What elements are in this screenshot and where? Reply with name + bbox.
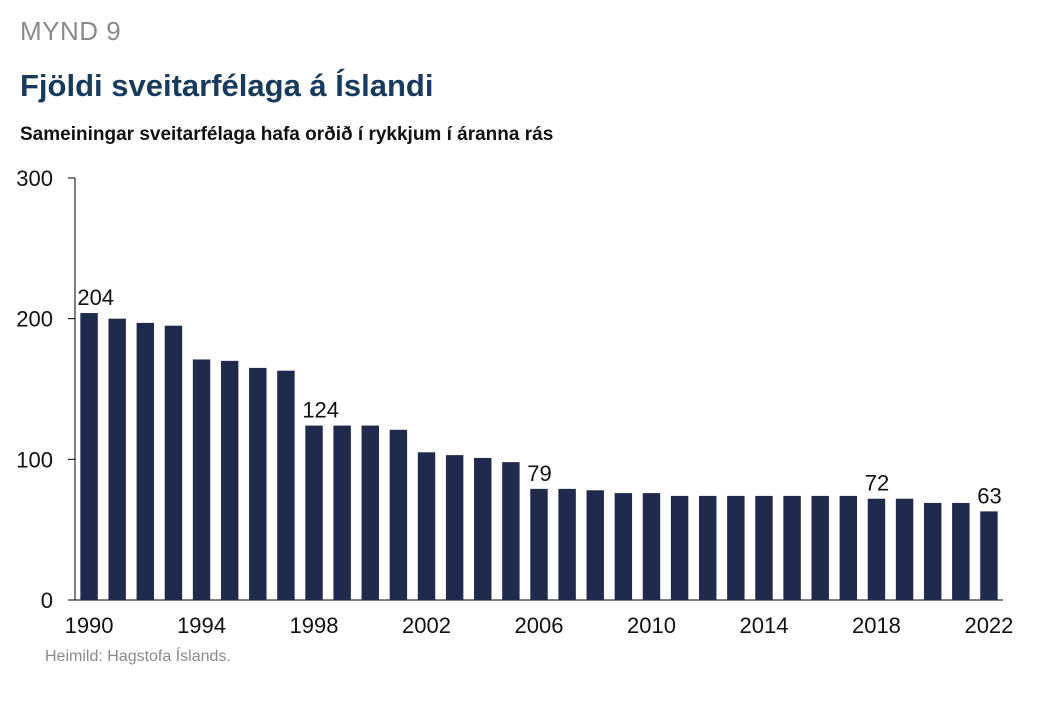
x-tick-label-2006: 2006 [515,613,564,638]
data-label-1998: 124 [302,398,339,423]
y-tick-label: 300 [16,166,53,191]
data-label-1990: 204 [77,285,114,310]
bar-2007 [558,488,576,600]
bar-2000 [361,425,379,600]
x-tick-label-1998: 1998 [290,613,339,638]
bar-2008 [586,490,604,600]
bar-2011 [670,495,689,600]
chart-title: Fjöldi sveitarfélaga á Íslandi [20,68,434,103]
x-axis: 1990 1994 1998 2002 2006 2010 2014 2018 2022 [65,599,1013,638]
bar-1991 [108,318,126,600]
bar-2015 [783,495,801,600]
bar-2016 [811,495,829,600]
y-tick-label: 200 [16,307,53,332]
bar-2020 [923,502,942,600]
x-tick-label-2010: 2010 [627,613,676,638]
bar-2006 [530,488,548,600]
bar-1997 [277,370,295,600]
x-tick-label-2018: 2018 [852,613,901,638]
bar-2003 [445,455,464,600]
y-tick-label: 0 [41,588,53,613]
bar-2022 [980,511,998,600]
bar-2019 [895,498,914,600]
bar-2005 [502,462,520,600]
figure-label: MYND 9 [20,16,122,46]
bar-2012 [699,495,717,600]
bar-2009 [614,493,633,600]
bars [80,313,998,600]
bar-2021 [952,502,970,600]
data-label-2018: 72 [865,471,889,496]
bar-2017 [839,495,858,600]
bar-2010 [642,493,661,600]
bar-1995 [220,360,239,600]
bar-2004 [474,457,492,600]
x-tick-label-2014: 2014 [739,613,788,638]
bar-1992 [136,322,155,600]
x-tick-label-2002: 2002 [402,613,451,638]
bar-1996 [249,367,267,600]
y-tick-label: 100 [16,447,53,472]
data-label-2022: 63 [977,483,1001,508]
bar-2014 [755,495,773,600]
bar-2013 [727,495,745,600]
source-note: Heimild: Hagstofa Íslands. [45,648,231,665]
bar-1998 [305,425,323,600]
bar-1993 [164,325,183,600]
chart-subtitle: Sameiningar sveitarfélaga hafa orðið í r… [20,124,554,145]
bar-2018 [867,498,886,600]
bar-1999 [333,425,351,600]
x-tick-label-1994: 1994 [177,613,226,638]
data-label-2006: 79 [527,461,551,486]
y-axis: 0 100 200 300 [16,166,76,613]
bar-2001 [389,429,408,600]
x-tick-label-2022: 2022 [964,613,1013,638]
bar-1994 [192,359,211,600]
x-tick-label-1990: 1990 [65,613,114,638]
bar-2002 [417,452,436,600]
bar-1990 [80,313,98,600]
data-labels: 204 124 79 72 63 [77,285,1001,508]
